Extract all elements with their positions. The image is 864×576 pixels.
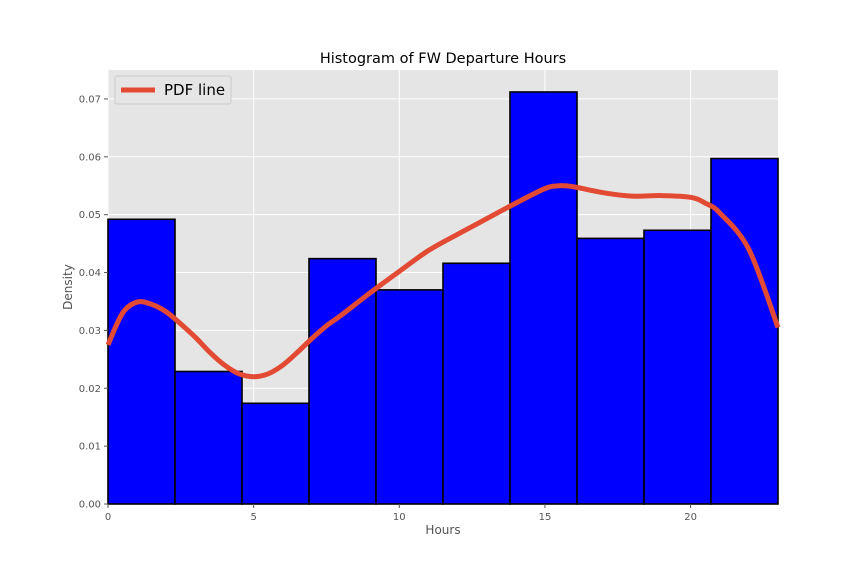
y-tick-label: 0.05 (79, 210, 101, 221)
x-axis-label: Hours (425, 523, 460, 537)
x-tick-label: 5 (250, 512, 256, 523)
x-tick-label: 0 (105, 512, 111, 523)
histogram-bar (576, 237, 645, 505)
y-axis-ticks: 0.00 0.01 0.02 0.03 0.04 0.05 0.06 0.07 (79, 94, 108, 511)
histogram-bar (174, 370, 243, 505)
histogram-bar (375, 289, 444, 505)
chart-title: Histogram of FW Departure Hours (320, 51, 566, 67)
legend-label: PDF line (164, 81, 225, 99)
x-axis-ticks: 0 5 10 15 20 (105, 504, 697, 523)
histogram-bar (509, 91, 578, 505)
histogram-bars (107, 91, 779, 505)
x-tick-label: 20 (684, 512, 697, 523)
y-tick-label: 0.01 (79, 442, 101, 453)
y-tick-label: 0.06 (79, 152, 101, 163)
legend: PDF line (114, 75, 232, 105)
histogram-bar (643, 229, 712, 505)
y-tick-label: 0.07 (79, 94, 101, 105)
pdf-line-series (105, 183, 781, 380)
y-tick-label: 0.04 (79, 268, 101, 279)
legend-box (114, 75, 232, 105)
histogram-bar (710, 157, 779, 505)
y-tick-label: 0.00 (79, 500, 101, 511)
y-axis-label: Density (61, 264, 75, 310)
x-tick-label: 15 (539, 512, 552, 523)
y-tick-label: 0.02 (79, 384, 101, 395)
x-tick-label: 10 (393, 512, 406, 523)
histogram-bar (107, 218, 176, 505)
histogram-bar (442, 262, 511, 505)
histogram-bar (241, 402, 310, 505)
y-tick-label: 0.03 (79, 326, 101, 337)
